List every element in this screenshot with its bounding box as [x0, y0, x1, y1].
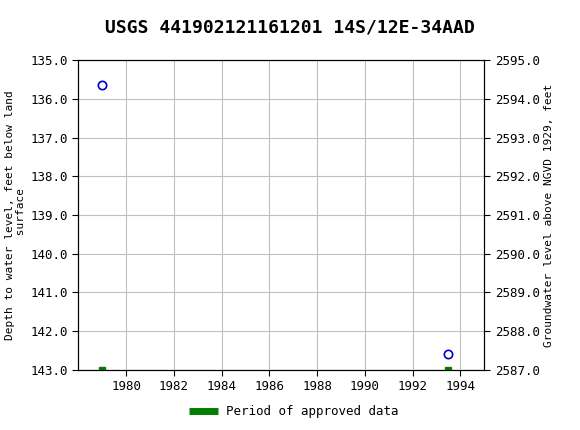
- FancyBboxPatch shape: [3, 4, 55, 34]
- Y-axis label: Depth to water level, feet below land
 surface: Depth to water level, feet below land su…: [5, 90, 26, 340]
- Text: Period of approved data: Period of approved data: [226, 405, 398, 418]
- Y-axis label: Groundwater level above NGVD 1929, feet: Groundwater level above NGVD 1929, feet: [544, 83, 554, 347]
- Text: USGS 441902121161201 14S/12E-34AAD: USGS 441902121161201 14S/12E-34AAD: [105, 18, 475, 37]
- Text: USGS: USGS: [55, 10, 110, 28]
